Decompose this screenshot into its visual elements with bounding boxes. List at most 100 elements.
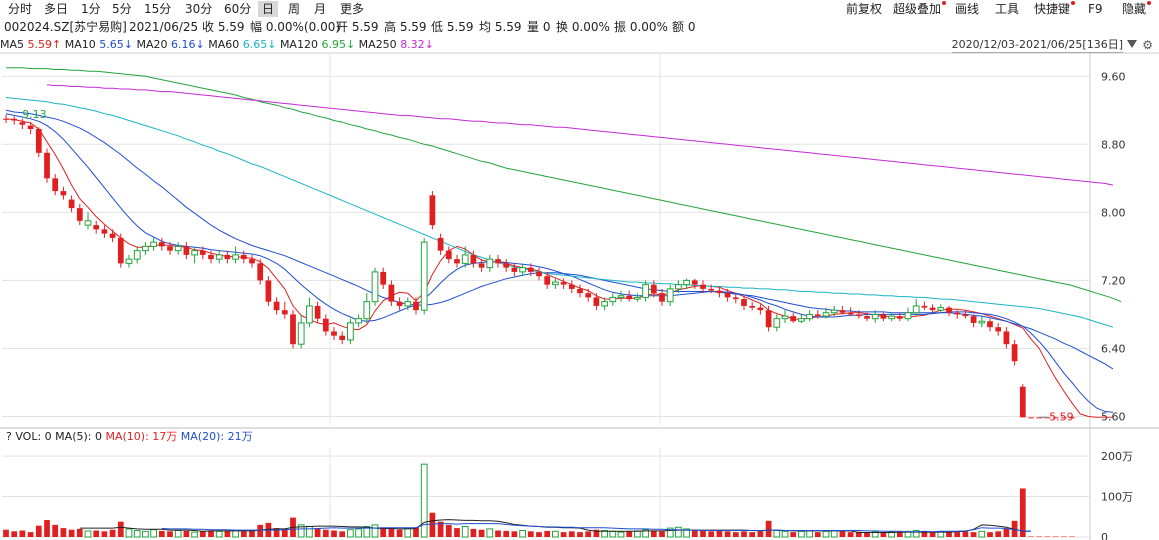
volume-ma-line-vol_ma20 [161,523,1032,533]
candle-body [27,125,34,129]
candle-body [683,279,690,286]
volume-bar [601,530,608,538]
candle-body [912,305,920,314]
volume-bar [896,532,903,537]
volume-bar [208,530,214,537]
candle-body [864,316,870,319]
candle-body [888,315,895,320]
quote-amplitude: 振 0.00% [614,20,668,34]
volume-bar [995,531,1002,537]
volume-bar [864,532,870,537]
volume-bar [1069,536,1075,537]
tab-30min[interactable]: 30分 [185,2,213,16]
volume-bar [125,528,133,538]
volume-bar [215,530,223,538]
candle-body [536,271,542,277]
volume-bar [593,529,600,537]
volume-bar [642,529,649,538]
candle-body [339,335,346,340]
tab-1min[interactable]: 1分 [81,2,101,16]
volume-bar [347,529,354,538]
volume-bar [585,531,592,537]
candle-body [495,259,501,264]
candle-body [19,122,26,125]
candle-body [995,327,1002,332]
candle-body [224,254,231,260]
candle-body [790,316,797,322]
candle-body [486,258,494,269]
volume-bar [1060,536,1067,537]
candle-body [1044,417,1051,419]
hide-label: 隐藏 [1122,2,1147,16]
candle-body [937,307,945,311]
tab-more[interactable]: 更多 [340,2,365,16]
f9-button[interactable]: F9 [1088,2,1103,16]
volume-bar [339,531,346,537]
candle-body [1052,417,1059,419]
overlay-label: 超级叠加 [893,2,942,16]
volume-tick-label: 200万 [1101,450,1133,463]
help-icon[interactable]: ? [6,430,12,443]
shortcut-button[interactable]: 快捷键 [1034,1,1076,17]
candle-body [158,242,165,247]
candle-body [183,246,190,255]
candle-body [429,195,436,226]
volume-bar [84,530,92,538]
tools-button[interactable]: 工具 [995,2,1020,16]
volume-bar [355,528,362,538]
candle-body [724,293,731,298]
volume-bar [76,528,83,537]
volume-bar [322,529,329,537]
volume-bar [839,531,846,537]
tab-60min[interactable]: 60分 [224,2,252,16]
overlay-button[interactable]: 超级叠加 [893,1,947,17]
draw-line-button[interactable]: 画线 [955,2,980,16]
tab-5min[interactable]: 5分 [112,2,132,16]
candle-body [666,288,674,303]
tab-week[interactable]: 周 [288,2,301,16]
volume-bar [790,532,797,537]
candle-body [322,318,329,332]
price-tick-label: 7.20 [1101,274,1126,287]
dropdown-arrow-icon[interactable] [1127,40,1137,48]
candle-body [396,301,403,306]
volume-bar [174,530,182,538]
fuquan-button[interactable]: 前复权 [846,2,883,16]
candle-body [265,280,272,302]
candle-body [741,299,747,306]
candle-body [109,233,116,238]
volume-bar [240,531,247,537]
volume-bar [117,521,124,537]
candle-body [659,293,665,302]
quote-turnover: 换 0.00% [556,20,610,34]
tab-duori[interactable]: 多日 [44,2,69,16]
candle-body [208,254,214,260]
volume-bar [19,530,26,537]
tab-month[interactable]: 月 [314,2,327,16]
tab-15min[interactable]: 15分 [144,2,172,16]
volume-bar [437,521,444,537]
volume-bar [511,531,518,537]
candle-body [519,267,526,273]
tab-fenshi[interactable]: 分时 [8,2,33,16]
volume-bar [249,529,255,537]
vol-ma10: MA(10): 17万 [105,430,178,443]
hide-button[interactable]: 隐藏 [1122,1,1152,17]
candle-body [191,250,198,256]
volume-bar [1019,488,1026,537]
volume-bar [929,532,936,537]
candle-body [552,281,559,286]
candle-body [11,118,18,121]
volume-bar [822,530,830,538]
tab-day[interactable]: 日 [258,1,279,17]
candle-body [35,129,42,153]
volume-tick-label: 100万 [1101,491,1133,504]
volume-bar [52,524,59,537]
candle-body [708,288,715,291]
candle-body [347,322,354,341]
quote-change: 幅 0.00%(0.00) [250,20,341,34]
volume-bar [536,532,542,537]
settings-icon[interactable]: ⚙ [1142,38,1153,52]
volume-bar [470,528,477,537]
